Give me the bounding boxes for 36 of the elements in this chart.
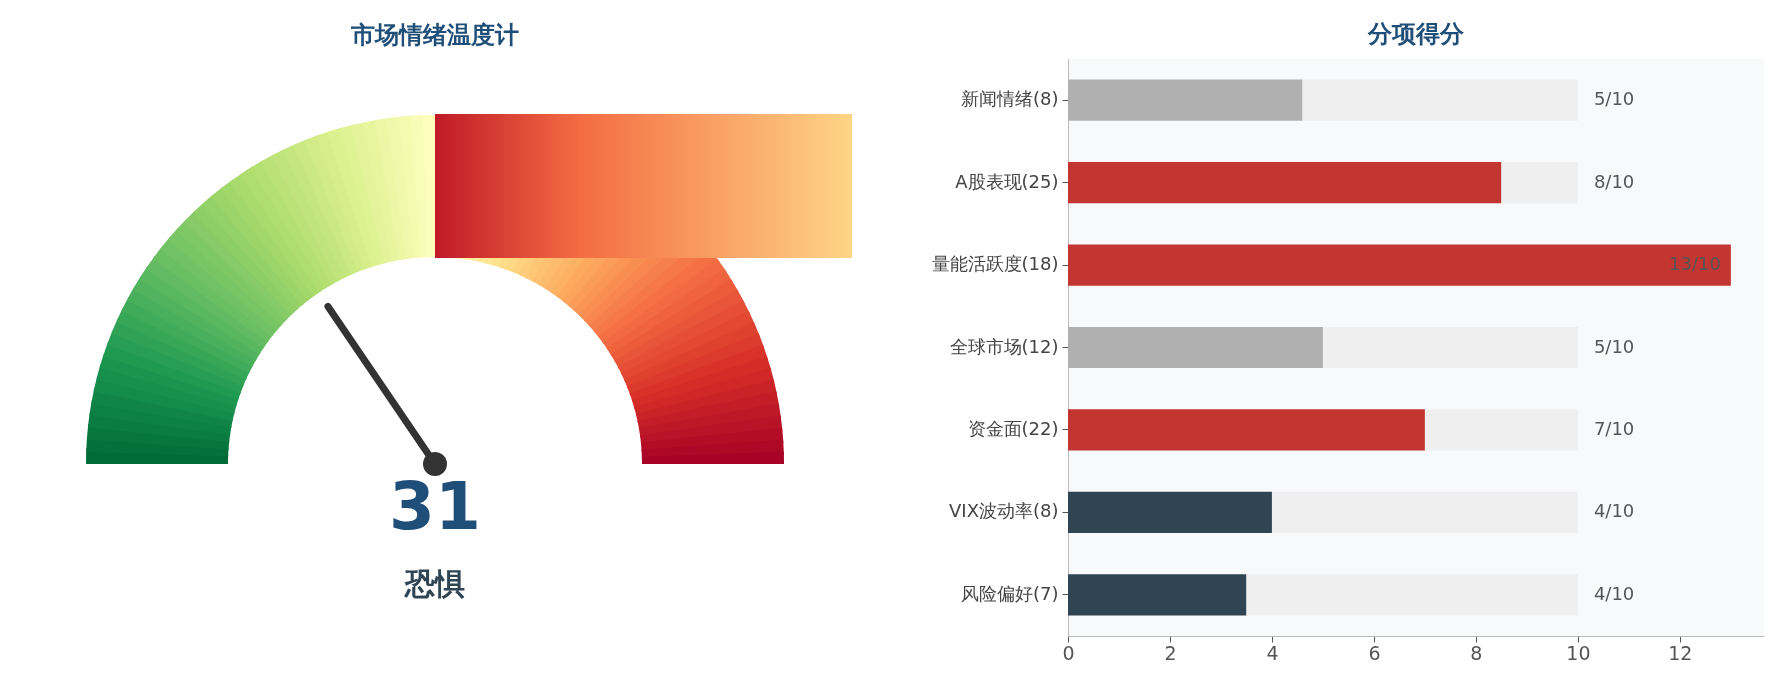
y-tick-label: A股表现(25) (955, 170, 1059, 192)
bar (1271, 491, 1578, 533)
bar (1068, 574, 1247, 616)
bar (1246, 574, 1578, 616)
annotation: 4/10 (1593, 500, 1635, 522)
text: 市场情绪温度计 (350, 21, 519, 49)
y-tick-label: 量能活跃度(18) (931, 253, 1059, 275)
annotation: 5/10 (1593, 335, 1635, 357)
chart-title: 分项得分 (1367, 20, 1465, 48)
y-tick-label: 风险偏好(7) (961, 582, 1059, 604)
y-tick-label: 新闻情绪(8) (961, 88, 1059, 110)
annotation: 5/10 (1593, 88, 1635, 110)
bar (1501, 162, 1578, 204)
x-tick-label: 12 (1668, 641, 1693, 664)
bar (1424, 409, 1578, 451)
y-tick-label: VIX波动率(8) (949, 500, 1059, 522)
bar (1322, 326, 1578, 369)
y-tick-label: 资金面(22) (967, 417, 1059, 439)
bar (1068, 409, 1425, 451)
annotation: 7/10 (1593, 417, 1635, 439)
y-tick-label: 全球市场(12) (949, 335, 1059, 357)
x-tick-label: 10 (1566, 641, 1591, 664)
x-tick-label: 2 (1164, 641, 1177, 664)
x-tick-label: 8 (1470, 641, 1483, 664)
x-tick-label: 0 (1062, 641, 1075, 664)
text: 31 (389, 468, 481, 546)
annotation: 4/10 (1593, 582, 1635, 604)
bar (1068, 162, 1502, 204)
annotation: 8/10 (1593, 170, 1635, 192)
bar (1068, 244, 1731, 286)
x-tick-label: 6 (1368, 641, 1381, 664)
bar (1068, 491, 1272, 533)
annotation: 13/10 (1668, 253, 1721, 275)
text: 恐惧 (404, 565, 465, 601)
x-tick-label: 4 (1266, 641, 1279, 664)
bar (1302, 79, 1578, 121)
